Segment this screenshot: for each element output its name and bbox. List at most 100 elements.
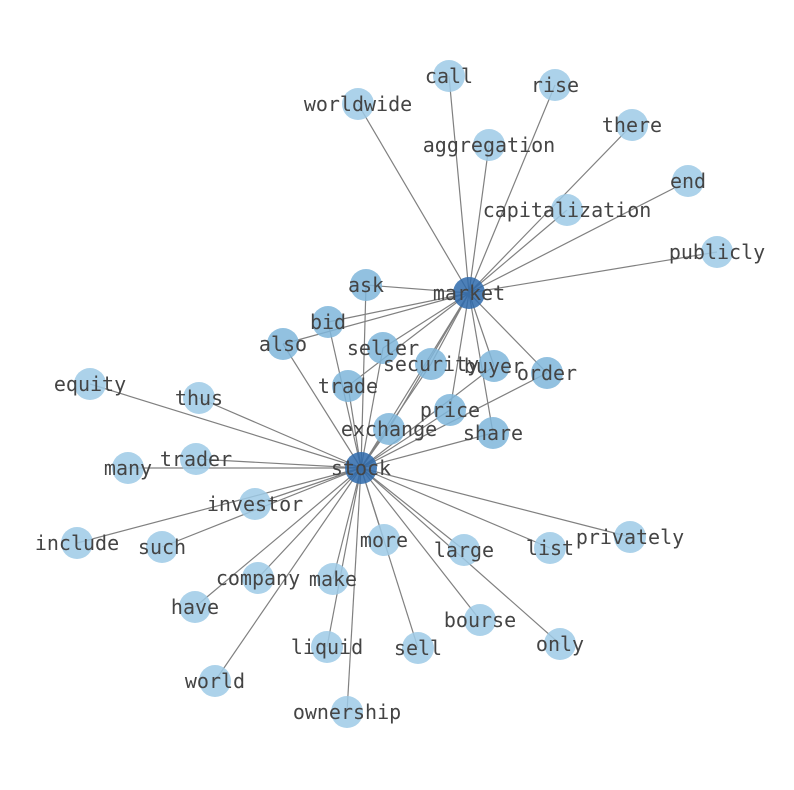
edge-stock-make: [332, 467, 362, 580]
node-circle: [183, 382, 215, 414]
edge-market-seller: [382, 292, 470, 349]
node-circle: [331, 696, 363, 728]
node-label-stock: stock: [331, 456, 391, 480]
edges-layer: [76, 75, 718, 713]
node-buyer: [478, 350, 510, 382]
node-circle: [477, 417, 509, 449]
node-end: [672, 165, 704, 197]
node-label-order: order: [517, 361, 577, 385]
edge-stock-ask: [360, 284, 367, 469]
node-circle: [367, 332, 399, 364]
edge-market-also: [282, 292, 470, 345]
node-circle: [701, 236, 733, 268]
node-label-worldwide: worldwide: [304, 92, 412, 116]
node-label-end: end: [670, 169, 706, 193]
node-circle: [345, 452, 377, 484]
node-ask: [350, 269, 382, 301]
node-list: [534, 532, 566, 564]
node-label-seller: seller: [347, 336, 419, 360]
edge-stock-seller: [360, 347, 384, 469]
node-label-market: market: [433, 281, 505, 305]
node-circle: [179, 591, 211, 623]
node-there: [616, 109, 648, 141]
node-label-trader: trader: [160, 447, 232, 471]
edge-stock-bourse: [360, 467, 481, 621]
node-label-bid: bid: [310, 310, 346, 334]
node-label-also: also: [259, 332, 307, 356]
node-exchange: [373, 413, 405, 445]
node-worldwide: [342, 88, 374, 120]
edge-stock-trader: [195, 458, 362, 469]
node-circle: [368, 524, 400, 556]
edge-market-bid: [327, 292, 470, 323]
node-equity: [74, 368, 106, 400]
node-publicly: [701, 236, 733, 268]
node-rise: [539, 69, 571, 101]
edge-market-capitalization: [468, 209, 568, 294]
node-label-investor: investor: [207, 492, 303, 516]
edge-market-ask: [365, 284, 470, 294]
node-label-there: there: [602, 113, 662, 137]
edge-stock-privately: [360, 467, 631, 538]
node-circle: [478, 350, 510, 382]
node-have: [179, 591, 211, 623]
edge-stock-investor: [254, 467, 362, 505]
node-circle: [311, 631, 343, 663]
node-circle: [616, 109, 648, 141]
node-circle: [551, 194, 583, 226]
node-call: [433, 60, 465, 92]
edge-stock-price: [360, 409, 451, 469]
edge-stock-world: [214, 467, 362, 682]
node-circle: [402, 632, 434, 664]
node-many: [112, 452, 144, 484]
edge-stock-company: [257, 467, 362, 579]
edge-market-call: [448, 75, 470, 294]
node-label-privately: privately: [576, 525, 684, 549]
node-large: [448, 534, 480, 566]
node-only: [544, 628, 576, 660]
edge-market-price: [449, 292, 470, 411]
node-make: [317, 563, 349, 595]
node-investor: [239, 488, 271, 520]
edge-stock-large: [360, 467, 465, 551]
node-circle: [453, 277, 485, 309]
node-label-capitalization: capitalization: [483, 198, 652, 222]
node-circle: [312, 306, 344, 338]
node-label-large: large: [434, 538, 494, 562]
node-market: [453, 277, 485, 309]
node-include: [61, 527, 93, 559]
node-circle: [199, 665, 231, 697]
node-label-such: such: [138, 535, 186, 559]
edge-market-there: [468, 124, 633, 294]
node-share: [477, 417, 509, 449]
node-label-include: include: [35, 531, 119, 555]
node-label-trade: trade: [318, 374, 378, 398]
node-company: [242, 562, 274, 594]
edge-stock-list: [360, 467, 551, 549]
node-circle: [464, 604, 496, 636]
node-circle: [448, 534, 480, 566]
node-circle: [239, 488, 271, 520]
node-world: [199, 665, 231, 697]
node-label-call: call: [425, 64, 473, 88]
node-circle: [74, 368, 106, 400]
node-circle: [433, 60, 465, 92]
node-circle: [415, 348, 447, 380]
node-circle: [317, 563, 349, 595]
node-privately: [614, 521, 646, 553]
node-circle: [434, 394, 466, 426]
node-circle: [267, 328, 299, 360]
node-circle: [614, 521, 646, 553]
node-label-thus: thus: [175, 386, 223, 410]
node-label-rise: rise: [531, 73, 579, 97]
node-label-buyer: buyer: [464, 354, 524, 378]
node-aggregation: [473, 129, 505, 161]
node-label-ask: ask: [348, 273, 384, 297]
node-circle: [180, 443, 212, 475]
node-label-publicly: publicly: [669, 240, 765, 264]
node-more: [368, 524, 400, 556]
nodes-layer: market stock worldwide call rise there aggrega…: [35, 60, 765, 728]
node-label-list: list: [526, 536, 574, 560]
node-label-price: price: [420, 398, 480, 422]
node-label-make: make: [309, 567, 357, 591]
